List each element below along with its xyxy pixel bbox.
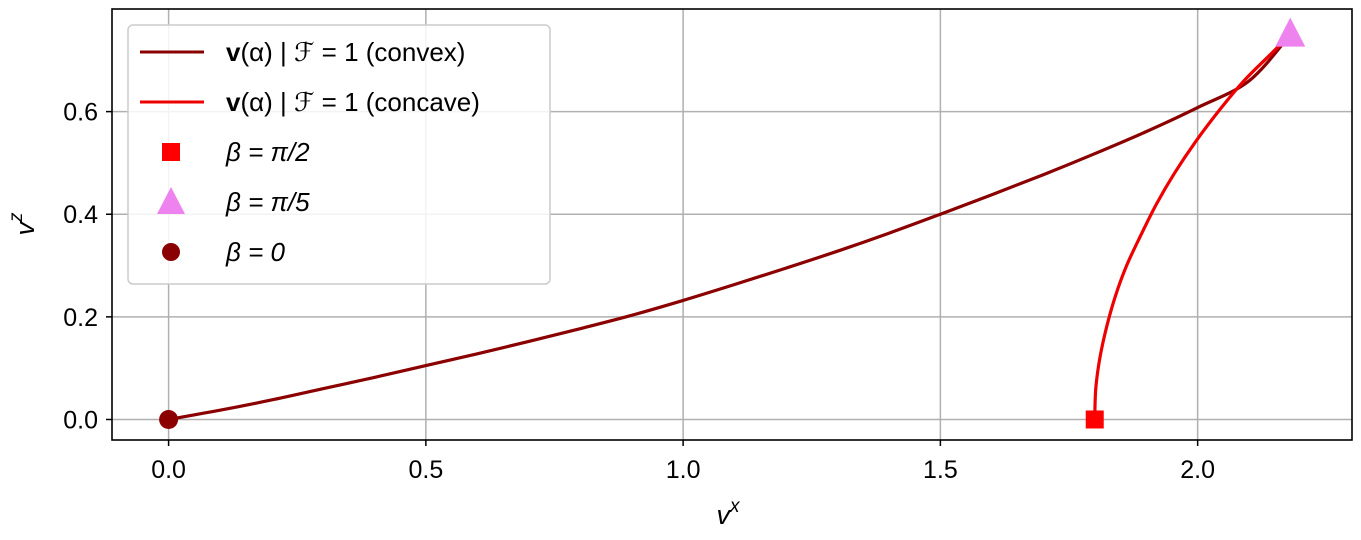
legend-label-convex-rest: (α) | ℱ = 1 (convex) [240, 37, 465, 67]
x-tick-label: 0.0 [151, 456, 186, 484]
x-tick-label: 1.0 [666, 456, 701, 484]
x-tick-label: 0.5 [408, 456, 443, 484]
x-axis-label-sup: x [729, 496, 741, 517]
x-tick-label: 2.0 [1180, 456, 1215, 484]
x-tick-label: 1.5 [923, 456, 958, 484]
legend-label-concave-rest: (α) | ℱ = 1 (concave) [240, 87, 479, 117]
legend-label-beta-pi-2: β = π/2 [225, 137, 310, 167]
y-axis-label-base: v [10, 221, 40, 236]
legend-label-concave-bold: v [226, 87, 241, 117]
y-axis-label-sup: z [6, 212, 27, 223]
y-tick-label: 0.2 [63, 304, 98, 332]
series-lines [168, 33, 1292, 422]
legend-square-icon [162, 143, 180, 161]
markers [159, 17, 1306, 429]
legend: v(α) | ℱ = 1 (convex) v(α) | ℱ = 1 (conc… [127, 24, 551, 285]
marker-beta-0 [159, 409, 179, 429]
legend-circle-icon [162, 243, 180, 261]
y-tick-label: 0.6 [63, 99, 98, 127]
legend-box [127, 24, 551, 285]
x-axis-label: vx [717, 496, 742, 530]
plot-frame [111, 8, 1353, 441]
y-axis-label: vz [6, 212, 40, 236]
x-axis-label-base: v [717, 500, 732, 530]
series-line-concave [1093, 33, 1292, 420]
legend-label-convex: v(α) | ℱ = 1 (convex) [226, 37, 465, 67]
marker-beta-pi-5 [1275, 17, 1306, 47]
y-tick-label: 0.0 [63, 406, 98, 434]
legend-label-convex-bold: v [226, 37, 241, 67]
legend-label-beta-0: β = 0 [225, 237, 285, 267]
legend-label-concave: v(α) | ℱ = 1 (concave) [226, 87, 480, 117]
marker-beta-pi-2 [1085, 410, 1104, 429]
legend-triangle-icon [157, 187, 185, 214]
series-line-convex [168, 33, 1292, 422]
ticks: 0.0 0.5 1.0 1.5 2.0 0.0 0.2 0.4 0.6 [63, 99, 1215, 484]
y-tick-label: 0.4 [63, 201, 98, 229]
legend-label-beta-pi-5: β = π/5 [225, 187, 310, 217]
